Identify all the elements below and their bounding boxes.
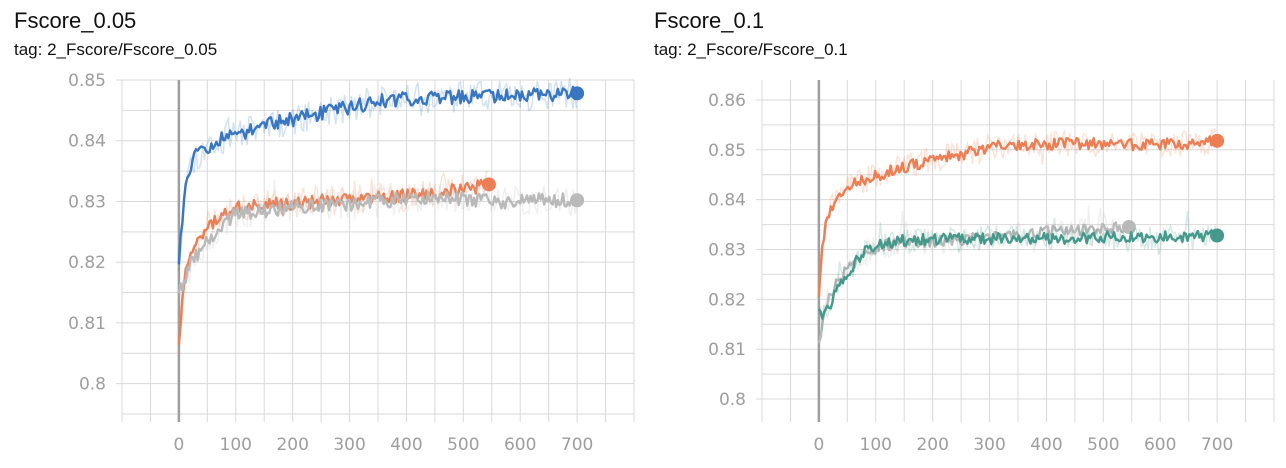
x-tick-label: 600 [1144, 435, 1176, 455]
series-line [817, 135, 1218, 298]
series-end-marker [481, 177, 496, 192]
x-tick-label: 0 [173, 435, 184, 455]
x-tick-label: 700 [561, 435, 593, 455]
chart-card-fscore-0-1: Fscore_0.1 tag: 2_Fscore/Fscore_0.1 0.8 0… [640, 0, 1280, 468]
x-tick-label: 100 [220, 435, 252, 455]
grid [756, 80, 1275, 422]
y-tick-label: 0.83 [68, 192, 106, 212]
x-tick-label: 100 [860, 435, 892, 455]
series-2 [177, 179, 585, 298]
y-tick-label: 0.81 [708, 340, 746, 360]
y-tick-label: 0.82 [68, 253, 106, 273]
x-tick-label: 300 [973, 435, 1005, 455]
series-0 [177, 77, 585, 271]
series-end-marker [570, 193, 585, 208]
x-tick-label: 500 [1087, 435, 1119, 455]
chart-plot: 0.8 0.81 0.82 0.83 0.84 0.85 0.86 0 100 200 300 400… [708, 80, 1275, 455]
y-tick-label: 0.8 [79, 375, 106, 395]
series-line [177, 85, 578, 265]
series-end-marker [1210, 228, 1225, 243]
x-tick-label: 300 [333, 435, 365, 455]
series-raw-line [818, 211, 1218, 331]
x-tick-label: 700 [1201, 435, 1233, 455]
x-tick-label: 600 [504, 435, 536, 455]
x-tick-label: 200 [916, 435, 948, 455]
series-2 [817, 211, 1225, 331]
series-end-marker [1121, 220, 1136, 235]
y-tick-label: 0.86 [708, 91, 746, 111]
series-line [817, 221, 1129, 344]
series-1 [817, 205, 1136, 344]
y-tick-label: 0.82 [708, 290, 746, 310]
chart-card-fscore-0-05: Fscore_0.05 tag: 2_Fscore/Fscore_0.05 0.… [0, 0, 640, 468]
x-tick-label: 200 [276, 435, 308, 455]
series-line [177, 190, 578, 294]
x-tick-label: 400 [1030, 435, 1062, 455]
y-tick-label: 0.85 [68, 71, 106, 91]
series-end-marker [570, 86, 585, 101]
y-tick-label: 0.81 [68, 314, 106, 334]
y-tick-label: 0.84 [68, 132, 106, 152]
series-line [817, 229, 1218, 320]
y-tick-label: 0.84 [708, 191, 746, 211]
x-tick-label: 0 [813, 435, 824, 455]
chart-plot: 0.8 0.81 0.82 0.83 0.84 0.85 0 100 200 300 400 500 6… [68, 71, 635, 455]
series-0 [817, 127, 1225, 298]
x-tick-label: 400 [390, 435, 422, 455]
chart-tag: tag: 2_Fscore/Fscore_0.1 [654, 40, 848, 59]
y-tick-label: 0.83 [708, 240, 746, 260]
y-tick-label: 0.8 [719, 390, 746, 410]
series-end-marker [1210, 133, 1225, 148]
chart-title: Fscore_0.05 [14, 8, 137, 33]
series-raw-line [818, 205, 1129, 339]
y-tick-label: 0.85 [708, 141, 746, 161]
chart-tag: tag: 2_Fscore/Fscore_0.05 [14, 40, 218, 59]
chart-title: Fscore_0.1 [654, 8, 765, 33]
x-tick-label: 500 [447, 435, 479, 455]
